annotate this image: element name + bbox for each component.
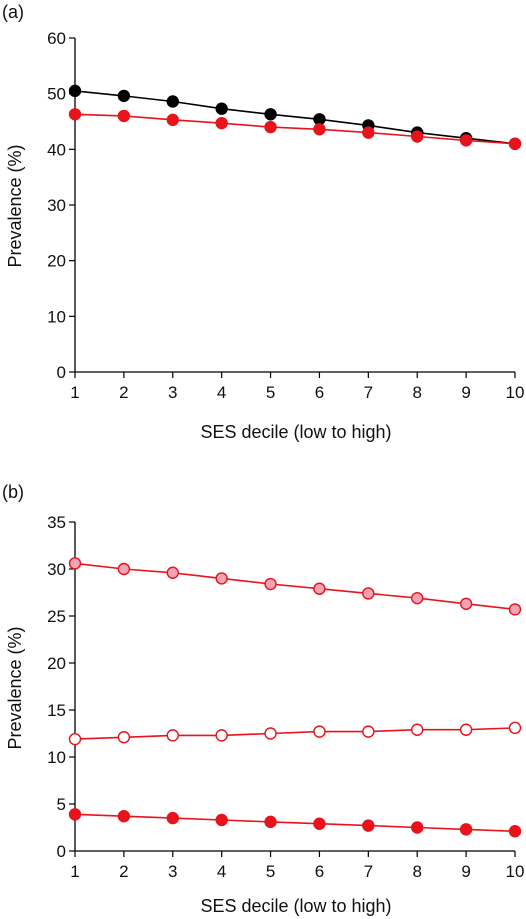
panel-b-series-0-point-2 <box>166 566 179 579</box>
panel-a-series-0-line <box>74 90 516 145</box>
panel-b-label: (b) <box>2 482 24 502</box>
panel-b-series-1-point-5 <box>313 725 326 738</box>
panel-a-xtick-label-3: 4 <box>217 383 226 402</box>
panel-a-xtick-label-4: 5 <box>266 383 275 402</box>
panel-b-series-2-point-6 <box>362 819 375 832</box>
panel-b-series-0-point-0 <box>68 557 82 570</box>
panel-a-xtick-label-1: 2 <box>119 383 128 402</box>
panel-a-ytick-label-2: 20 <box>47 252 66 271</box>
panel-a-series-1-point-5 <box>313 123 326 136</box>
panel-a-series-1-point-7 <box>411 130 424 143</box>
panel-b-ylabel: Prevalence (%) <box>5 626 25 749</box>
panel-b-series-0-point-5 <box>313 582 326 595</box>
panel-b-xtick-label-2: 3 <box>168 862 177 881</box>
panel-a-ytick-label-6: 60 <box>47 29 66 48</box>
panel-a-ytick-label-4: 40 <box>47 140 66 159</box>
panel-b-ytick-label-3: 15 <box>47 701 66 720</box>
panel-a-series-1-point-2 <box>166 113 179 127</box>
panel-a-xtick-label-8: 9 <box>461 383 470 402</box>
panel-b-xtick-label-3: 4 <box>217 862 226 881</box>
panel-b-series-0-point-7 <box>411 591 424 605</box>
panel-b-xtick-label-7: 8 <box>412 862 421 881</box>
panel-a-series-0-point-3 <box>215 102 228 115</box>
panel-b: (b) Prevalence (%) SES decile (low to hi… <box>2 482 524 916</box>
panel-b-series-2-point-5 <box>313 817 326 830</box>
panel-b-series-0-line <box>74 562 516 611</box>
panel-b-xtick-label-9: 10 <box>506 862 525 881</box>
panel-a-label: (a) <box>2 2 24 22</box>
panel-a-xtick-label-9: 10 <box>506 383 525 402</box>
panel-b-series-2-point-2 <box>166 811 179 825</box>
panel-b-xtick-label-1: 2 <box>119 862 128 881</box>
panel-a-series-1-point-0 <box>68 108 82 121</box>
panel-b-series-0-point-9 <box>508 603 522 616</box>
panel-b-series-2-point-0 <box>68 808 82 821</box>
panel-a-series-0-point-0 <box>68 84 82 98</box>
panel-b-series-1-point-3 <box>215 729 228 742</box>
panel-b-series-1-point-6 <box>362 725 375 738</box>
panel-b-series-0-point-6 <box>362 587 375 600</box>
panel-b-series-2-point-4 <box>264 815 277 829</box>
panel-a-series-1-point-8 <box>459 134 473 147</box>
panel-b-series-2-line <box>74 813 516 833</box>
panel-a-series-1-point-9 <box>508 137 522 150</box>
panel-a-series-0-point-2 <box>166 95 179 108</box>
panel-a-ytick-label-5: 50 <box>47 85 66 104</box>
panel-a-xtick-label-7: 8 <box>412 383 421 402</box>
panel-b-series-1-point-7 <box>411 723 424 736</box>
panel-b-ytick-label-5: 25 <box>47 607 66 626</box>
panel-b-ytick-label-2: 10 <box>47 748 66 767</box>
panel-a-series-1-line <box>74 113 516 145</box>
panel-b-ytick-label-7: 35 <box>47 513 66 532</box>
panel-a-xlabel: SES decile (low to high) <box>200 422 391 442</box>
panel-b-series-1-line <box>74 727 516 740</box>
panel-b-series-2-point-3 <box>215 813 228 827</box>
panel-a-ytick-label-1: 10 <box>47 307 66 326</box>
panel-b-series-2-point-8 <box>459 823 473 836</box>
panel-b-xtick-label-6: 7 <box>364 862 373 881</box>
panel-b-xtick-label-0: 1 <box>70 862 79 881</box>
panel-a-series-1-point-4 <box>264 120 277 134</box>
panel-a-series-1-point-1 <box>117 109 131 123</box>
panel-b-series-2-point-7 <box>411 821 424 834</box>
panel-a: (a) Prevalence (%) SES decile (low to hi… <box>2 2 524 442</box>
panel-a-xtick-label-6: 7 <box>364 383 373 402</box>
panel-a-ylabel: Prevalence (%) <box>5 144 25 267</box>
panel-b-xtick-label-8: 9 <box>461 862 470 881</box>
panel-b-series-1-point-1 <box>117 731 131 744</box>
panel-b-series-0-point-3 <box>215 572 228 585</box>
panel-b-ytick-label-0: 0 <box>57 842 66 861</box>
panel-a-xtick-label-0: 1 <box>70 383 79 402</box>
panel-a-ytick-label-0: 0 <box>57 363 66 382</box>
panel-b-series-1-point-4 <box>264 727 277 740</box>
panel-a-series-0-point-1 <box>117 89 131 103</box>
panel-b-ytick-label-1: 5 <box>57 795 66 814</box>
panel-b-xlabel: SES decile (low to high) <box>200 896 391 916</box>
panel-a-series-0-point-4 <box>264 108 277 121</box>
panel-b-series-1-point-2 <box>166 729 179 742</box>
panel-b-series-1-point-8 <box>459 723 473 736</box>
panel-b-series-2-point-1 <box>117 810 131 823</box>
panel-b-series-0-point-8 <box>459 597 473 610</box>
panel-b-xtick-label-5: 6 <box>315 862 324 881</box>
panel-b-series-2-point-9 <box>508 825 522 838</box>
panel-a-ytick-label-3: 30 <box>47 196 66 215</box>
panel-a-series-1-point-6 <box>362 126 375 139</box>
panel-b-ytick-label-4: 20 <box>47 654 66 673</box>
panel-b-series-1-point-9 <box>508 721 522 735</box>
panel-b-series-0-point-1 <box>117 562 131 576</box>
panel-a-xtick-label-5: 6 <box>315 383 324 402</box>
panel-a-xtick-label-2: 3 <box>168 383 177 402</box>
panel-b-ytick-label-6: 30 <box>47 560 66 579</box>
panel-b-series-0-point-4 <box>264 577 277 591</box>
panel-a-series-1-point-3 <box>215 116 228 130</box>
panel-b-series-1-point-0 <box>68 732 82 746</box>
panel-b-xtick-label-4: 5 <box>266 862 275 881</box>
